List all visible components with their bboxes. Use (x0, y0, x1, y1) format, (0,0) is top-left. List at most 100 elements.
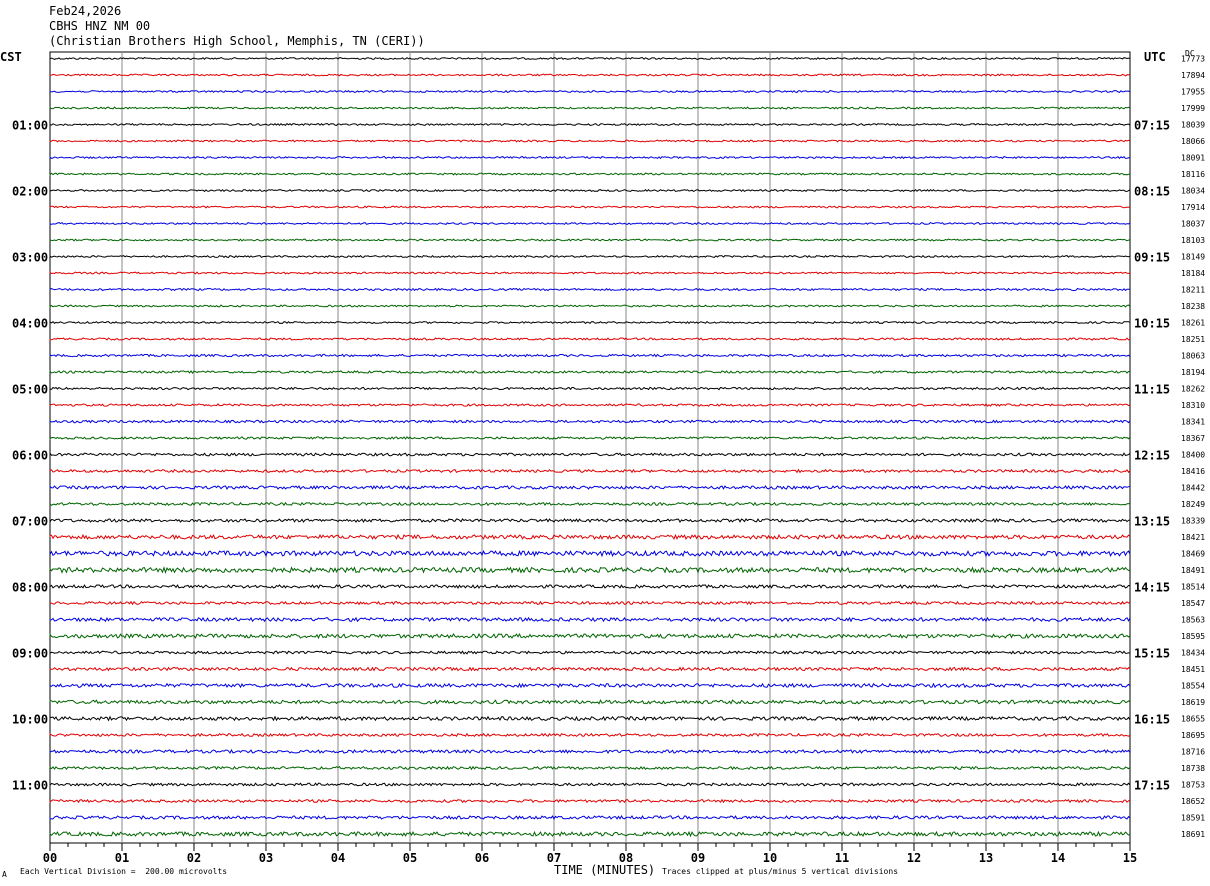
seismic-trace (49, 517, 1131, 524)
dc-offset-label: 18063 (1181, 352, 1205, 361)
dc-offset-label: 18341 (1181, 418, 1205, 427)
dc-offset-label: 18149 (1181, 253, 1205, 262)
seismic-trace (49, 337, 1131, 341)
dc-offset-label: 17999 (1181, 104, 1205, 113)
x-tick-label: 08 (619, 851, 633, 865)
dc-offset-label: 18184 (1181, 269, 1205, 278)
seismic-trace (49, 419, 1131, 424)
x-tick-label: 09 (691, 851, 705, 865)
x-tick-label: 04 (331, 851, 345, 865)
seismic-trace (49, 501, 1131, 507)
clip-note: Traces clipped at plus/minus 5 vertical … (662, 867, 899, 876)
dc-offset-label: 18034 (1181, 187, 1205, 196)
cst-hour-label: 06:00 (12, 449, 48, 463)
seismic-trace (49, 205, 1131, 209)
seismic-trace (49, 830, 1131, 838)
seismic-trace (49, 254, 1131, 259)
x-tick-label: 00 (43, 851, 57, 865)
dc-offset-label: 18434 (1181, 649, 1205, 658)
seismic-trace (49, 436, 1131, 440)
seismic-trace (49, 155, 1131, 160)
cst-hour-label: 11:00 (12, 779, 48, 793)
seismic-trace (49, 238, 1131, 242)
dc-offset-label: 18655 (1181, 715, 1205, 724)
seismic-trace (49, 566, 1131, 574)
scale-note: Each Vertical Division = 200.00 microvol… (20, 867, 228, 876)
seismic-trace (49, 682, 1131, 689)
dc-offset-label: 18211 (1181, 286, 1205, 295)
dc-offset-label: 17914 (1181, 203, 1205, 212)
cst-hour-label: 09:00 (12, 647, 48, 661)
dc-offset-label: 18514 (1181, 583, 1205, 592)
seismic-trace (49, 56, 1131, 61)
cst-hour-label: 02:00 (12, 185, 48, 199)
x-axis-title: TIME (MINUTES) (554, 863, 656, 877)
dc-offset-label: 18091 (1181, 154, 1205, 163)
seismic-trace (49, 73, 1131, 77)
dc-offset-label: 18469 (1181, 550, 1205, 559)
corner-mark: A (2, 870, 7, 879)
dc-offset-label: 18416 (1181, 467, 1205, 476)
x-tick-label: 15 (1123, 851, 1137, 865)
cst-hour-label: 04:00 (12, 317, 48, 331)
seismic-trace (49, 139, 1131, 143)
dc-offset-label: 18491 (1181, 566, 1205, 575)
dc-offset-label: 18194 (1181, 368, 1205, 377)
seismic-trace (49, 798, 1131, 804)
seismic-trace (49, 271, 1131, 275)
seismic-trace (49, 468, 1131, 474)
cst-hour-label: 07:00 (12, 515, 48, 529)
dc-offset-label: 18421 (1181, 533, 1205, 542)
dc-offset-label: 18310 (1181, 401, 1205, 410)
seismic-trace (49, 221, 1131, 226)
seismic-trace (49, 632, 1131, 640)
dc-offset-label: 18261 (1181, 319, 1205, 328)
seismic-trace (49, 765, 1131, 771)
dc-offset-label: 18251 (1181, 335, 1205, 344)
seismic-trace (49, 533, 1131, 541)
seismic-trace (49, 616, 1131, 623)
plot-frame (49, 51, 1131, 844)
utc-hour-label: 07:15 (1134, 119, 1170, 133)
x-tick-label: 11 (835, 851, 849, 865)
seismic-trace (49, 549, 1131, 558)
x-tick-label: 14 (1051, 851, 1065, 865)
dc-offset-label: 18738 (1181, 764, 1205, 773)
dc-offset-label: 18547 (1181, 599, 1205, 608)
x-tick-label: 05 (403, 851, 417, 865)
dc-offset-label: 18691 (1181, 830, 1205, 839)
seismic-trace (49, 304, 1131, 308)
station-label: CBHS HNZ NM 00 (49, 19, 151, 33)
seismic-trace (49, 287, 1131, 292)
seismic-trace (49, 782, 1131, 787)
dc-offset-label: 18753 (1181, 781, 1205, 790)
dc-offset-label: 18619 (1181, 698, 1205, 707)
dc-offset-label: 18591 (1181, 814, 1205, 823)
dc-offset-label: 18400 (1181, 451, 1205, 460)
utc-hour-label: 11:15 (1134, 383, 1170, 397)
dc-offset-label: 17773 (1181, 55, 1205, 64)
dc-offset-label: 18451 (1181, 665, 1205, 674)
seismic-trace (49, 320, 1131, 325)
dc-offset-label: 18066 (1181, 137, 1205, 146)
dc-offset-label: 18037 (1181, 220, 1205, 229)
seismic-trace (49, 353, 1131, 358)
x-tick-label: 12 (907, 851, 921, 865)
dc-offset-label: 17894 (1181, 71, 1205, 80)
seismic-trace (49, 451, 1131, 457)
seismic-trace (49, 699, 1131, 705)
seismic-trace (49, 666, 1131, 672)
seismic-trace (49, 584, 1130, 590)
seismic-trace (49, 122, 1131, 127)
seismic-trace (49, 188, 1131, 193)
x-tick-label: 01 (115, 851, 129, 865)
cst-hour-label: 03:00 (12, 251, 48, 265)
dc-offset-label: 18262 (1181, 385, 1205, 394)
x-tick-label: 02 (187, 851, 201, 865)
x-tick-label: 13 (979, 851, 993, 865)
dc-offset-label: 18238 (1181, 302, 1205, 311)
dc-offset-label: 18442 (1181, 484, 1205, 493)
utc-hour-label: 17:15 (1134, 779, 1170, 793)
dc-offset-label: 18367 (1181, 434, 1205, 443)
